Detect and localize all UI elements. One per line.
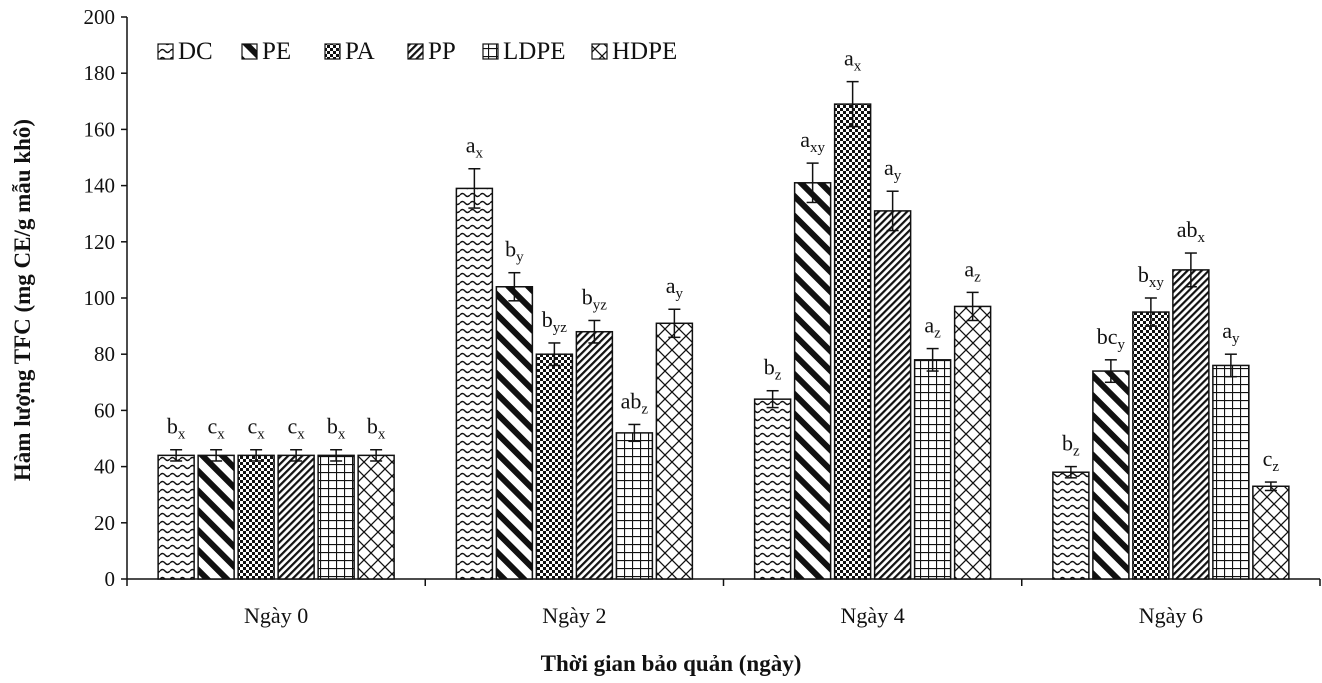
legend-swatch-ldpe [482,43,499,60]
data-label: bx [327,414,346,443]
bar-pp-1 [575,330,614,580]
bar-pe-3 [1092,370,1130,580]
bar-ldpe-2 [913,359,952,580]
y-tick-label: 120 [84,230,116,254]
data-label: byz [542,307,568,336]
bar-ldpe-0 [317,454,355,580]
y-tick-label: 80 [94,342,115,366]
bar-dc-1 [455,187,494,580]
y-tick-label: 20 [94,511,115,535]
legend: DC PE PA PP LDPE HDPE [157,38,677,65]
legend-label-pe: PE [262,38,291,65]
data-label: ax [844,46,862,75]
data-label: bx [167,414,186,443]
y-tick-label: 160 [84,117,116,141]
data-label: bxy [1138,262,1165,291]
data-label: cx [207,414,225,443]
data-label: bcy [1097,324,1126,353]
legend-label-hdpe: HDPE [612,38,677,65]
data-label: by [505,237,524,266]
x-axis-title: Thời gian bảo quản (ngày) [541,651,802,676]
x-category-label: Ngày 0 [244,603,308,628]
data-label: az [924,313,941,342]
x-category-label: Ngày 4 [841,603,905,628]
data-label: cz [1263,446,1280,475]
data-label: ax [466,133,484,162]
legend-label-dc: DC [178,38,213,65]
y-tick-label: 140 [84,174,116,198]
bar-pe-2 [793,182,832,580]
data-label: byz [582,284,608,313]
legend-swatch-pe [241,43,258,60]
legend-swatch-dc [157,43,174,60]
x-category-label: Ngày 6 [1139,603,1203,628]
bar-hdpe-3 [1252,485,1290,580]
legend-swatch-hdpe [591,43,608,60]
y-tick-label: 100 [84,286,116,310]
data-label: az [964,256,981,285]
data-label: cx [287,414,305,443]
data-label: ay [666,273,684,302]
bar-hdpe-1 [655,322,694,580]
bar-pa-0 [237,454,275,580]
data-label: ay [1222,318,1240,347]
x-category-label: Ngày 2 [542,603,606,628]
axes: 0 20 40 60 80 100 120 140 160 180 200 Ngày 0 Ngày 2 N… [84,5,1321,628]
bar-hdpe-0 [357,454,395,580]
data-label: abx [1177,217,1206,246]
bar-pe-0 [197,454,235,580]
bar-ldpe-3 [1212,364,1250,580]
bar-pp-0 [277,454,315,580]
bar-pa-2 [833,103,872,580]
data-label: bx [367,414,386,443]
bar-ldpe-1 [615,432,654,580]
bars-group: bx ax bz bz cx by axy bcy cx byz ax bxy cx byz ay abx bx… [157,46,1290,580]
data-label: axy [800,127,825,156]
data-label: bz [764,355,782,384]
legend-swatch-pp [407,43,424,60]
y-tick-label: 40 [94,455,115,479]
y-axis-title: Hàm lượng TFC (mg CE/g mẫu khô) [10,119,35,481]
bar-pe-1 [495,286,534,580]
bar-pp-2 [873,210,912,580]
data-label: ay [884,155,902,184]
bar-dc-2 [753,398,792,580]
legend-swatch-pa [324,43,341,60]
bar-pp-3 [1172,269,1210,580]
y-tick-label: 0 [105,567,116,591]
bar-hdpe-2 [953,305,992,580]
bar-dc-3 [1052,471,1090,580]
data-label: abz [621,388,649,417]
bar-pa-1 [535,353,574,580]
legend-label-ldpe: LDPE [503,38,566,65]
data-label: cx [247,414,265,443]
legend-label-pa: PA [345,38,375,65]
legend-label-pp: PP [428,38,456,65]
y-tick-label: 180 [84,61,116,85]
bar-pa-3 [1132,311,1170,580]
y-tick-label: 200 [84,5,116,29]
data-label: bz [1062,431,1080,460]
bar-dc-0 [157,454,195,580]
y-tick-label: 60 [94,398,115,422]
